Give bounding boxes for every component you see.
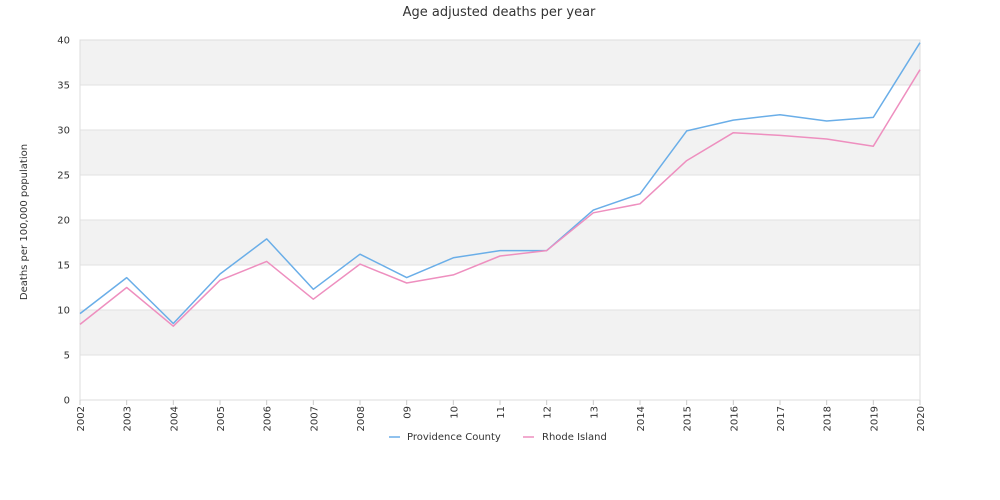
series-lines xyxy=(79,42,921,327)
x-axis-ticks: 2002 2003 2004 2005 2006 2007 2008 09 10 11 12 13 20… xyxy=(76,400,927,431)
y-tick-label: 30 xyxy=(57,126,70,137)
y-tick-label: 25 xyxy=(57,171,70,182)
series-line xyxy=(79,42,921,325)
x-tick-label: 09 xyxy=(403,406,414,419)
x-tick-label: 2003 xyxy=(123,406,134,431)
grid-band xyxy=(80,130,920,175)
y-tick-label: 40 xyxy=(57,36,70,47)
y-tick-label: 0 xyxy=(64,396,70,407)
grid-band xyxy=(80,355,920,400)
y-axis-label: Deaths per 100,000 population xyxy=(19,144,30,300)
y-tick-label: 5 xyxy=(64,351,70,362)
x-tick-label: 2008 xyxy=(356,406,367,431)
grid-band xyxy=(80,220,920,265)
y-tick-label: 15 xyxy=(57,261,70,272)
series-line xyxy=(79,69,921,327)
y-tick-label: 20 xyxy=(57,216,70,227)
x-tick-label: 2018 xyxy=(823,406,834,431)
x-tick-label: 2007 xyxy=(309,406,320,431)
legend-label: Rhode Island xyxy=(542,432,607,443)
x-tick-label: 12 xyxy=(543,406,554,419)
x-tick-label: 13 xyxy=(589,406,600,419)
grid-band xyxy=(80,310,920,355)
x-tick-label: 2020 xyxy=(916,406,927,431)
x-tick-label: 2014 xyxy=(636,406,647,431)
chart-title: Age adjusted deaths per year xyxy=(403,5,596,20)
x-tick-label: 2015 xyxy=(683,406,694,431)
y-axis-ticks: 0 5 10 15 20 25 30 35 40 xyxy=(57,36,70,407)
y-tick-label: 10 xyxy=(57,306,70,317)
y-tick-label: 35 xyxy=(57,81,70,92)
x-tick-label: 2006 xyxy=(263,406,274,431)
legend: Providence County Rhode Island xyxy=(389,432,607,443)
legend-label: Providence County xyxy=(407,432,501,443)
grid-band xyxy=(80,85,920,130)
x-tick-label: 2005 xyxy=(216,406,227,431)
grid-band xyxy=(80,175,920,220)
grid-band xyxy=(80,40,920,85)
grid-bands xyxy=(80,40,920,400)
x-tick-label: 2016 xyxy=(729,406,740,431)
grid-band xyxy=(80,265,920,310)
x-tick-label: 2004 xyxy=(169,406,180,431)
x-tick-label: 10 xyxy=(449,406,460,419)
x-tick-label: 11 xyxy=(496,406,507,419)
x-tick-label: 2019 xyxy=(869,406,880,431)
x-tick-label: 2002 xyxy=(76,406,87,431)
x-tick-label: 2017 xyxy=(776,406,787,431)
